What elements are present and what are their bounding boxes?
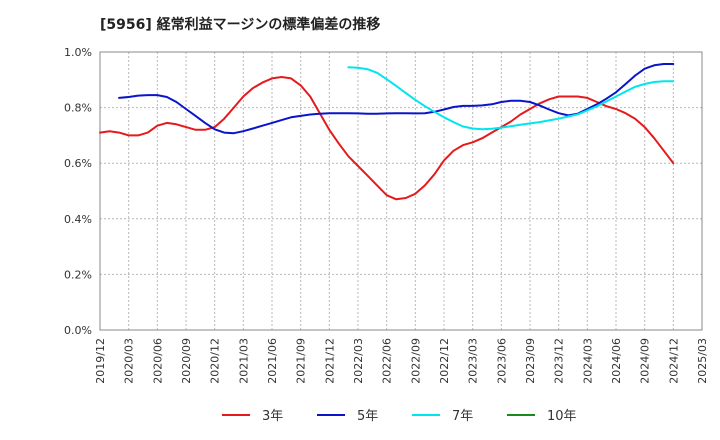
x-tick-label: 2020/03	[123, 338, 136, 384]
legend-label-3年: 3年	[262, 409, 283, 424]
x-tick-label: 2021/06	[266, 338, 279, 384]
x-tick-label: 2019/12	[94, 338, 107, 384]
series-line-7年	[347, 66, 675, 131]
plot-frame	[99, 51, 703, 331]
legend-label-5年: 5年	[357, 409, 378, 424]
axes	[99, 51, 703, 331]
y-tick-label: 0.0%	[64, 324, 92, 337]
x-tick-label: 2023/06	[495, 338, 508, 384]
x-tick-label: 2025/03	[696, 338, 709, 384]
y-tick-label: 0.8%	[64, 102, 92, 115]
x-tick-label: 2024/09	[639, 338, 652, 384]
x-tick-label: 2021/09	[295, 338, 308, 384]
x-tick-label: 2022/06	[381, 338, 394, 384]
x-tick-label: 2021/03	[237, 338, 250, 384]
x-tick-label: 2024/12	[667, 338, 680, 384]
x-tick-label: 2023/09	[524, 338, 537, 384]
grid-lines	[100, 51, 702, 330]
x-tick-label: 2020/12	[209, 338, 222, 384]
legend-label-7年: 7年	[452, 409, 473, 424]
x-tick-label: 2020/06	[151, 338, 164, 384]
y-tick-labels: 0.0% 0.2% 0.4% 0.6% 0.8% 1.0%	[64, 46, 92, 337]
x-tick-label: 2022/12	[438, 338, 451, 384]
x-tick-labels: 2019/12 2020/03 2020/06 2020/09 2020/12 2021/…	[94, 338, 709, 384]
x-tick-label: 2022/03	[352, 338, 365, 384]
x-tick-label: 2020/09	[180, 338, 193, 384]
legend: 3年 5年 7年 10年	[222, 409, 577, 424]
y-tick-label: 0.6%	[64, 157, 92, 170]
y-tick-label: 0.4%	[64, 213, 92, 226]
series-line-3年	[99, 76, 675, 201]
x-tick-label: 2024/03	[581, 338, 594, 384]
y-tick-label: 0.2%	[64, 268, 92, 281]
x-tick-label: 2022/09	[409, 338, 422, 384]
y-tick-label: 1.0%	[64, 46, 92, 59]
x-tick-label: 2023/12	[553, 338, 566, 384]
x-tick-label: 2021/12	[323, 338, 336, 384]
series-lines	[99, 63, 675, 201]
chart-title: [5956] 経常利益マージンの標準偏差の推移	[100, 17, 381, 33]
legend-label-10年: 10年	[547, 409, 577, 424]
x-tick-label: 2023/03	[467, 338, 480, 384]
x-tick-label: 2024/06	[610, 338, 623, 384]
